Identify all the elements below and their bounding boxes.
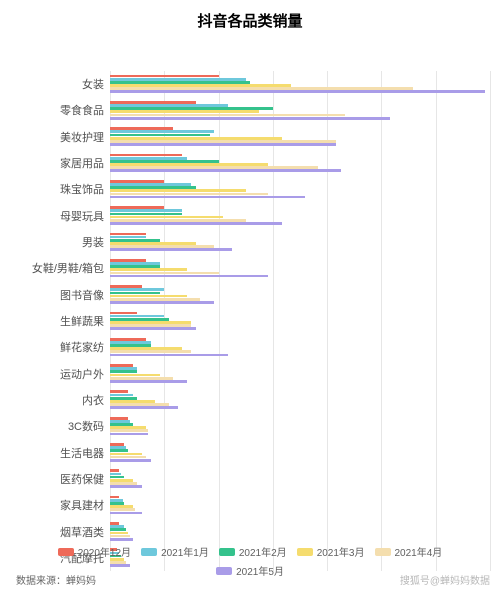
bar	[110, 169, 341, 172]
bar	[110, 512, 142, 515]
legend-label: 2021年4月	[395, 544, 443, 559]
category-label: 零食食品	[60, 102, 104, 118]
legend-label: 2021年5月	[236, 563, 284, 578]
legend-label: 2021年3月	[317, 544, 365, 559]
bar	[110, 406, 178, 409]
category-label: 3C数码	[68, 418, 104, 434]
legend-swatch	[297, 548, 313, 556]
legend-swatch	[216, 567, 232, 575]
category-row: 3C数码	[110, 413, 490, 439]
category-label: 家居用品	[60, 155, 104, 171]
category-row: 家具建材	[110, 492, 490, 518]
chart-container: 抖音各品类销量 女装零食食品美妆护理家居用品珠宝饰品母婴玩具男装女鞋/男鞋/箱包…	[0, 0, 500, 593]
category-label: 生鲜蔬果	[60, 313, 104, 329]
category-row: 运动户外	[110, 360, 490, 386]
category-row: 鲜花家纺	[110, 334, 490, 360]
category-label: 母婴玩具	[60, 208, 104, 224]
bar	[110, 433, 148, 436]
grid-line	[490, 71, 491, 571]
category-row: 生活电器	[110, 439, 490, 465]
category-row: 女鞋/男鞋/箱包	[110, 255, 490, 281]
plot-area: 女装零食食品美妆护理家居用品珠宝饰品母婴玩具男装女鞋/男鞋/箱包图书音像生鲜蔬果…	[110, 71, 490, 571]
legend-swatch	[141, 548, 157, 556]
bar	[110, 485, 142, 488]
legend-item: 2021年5月	[216, 563, 284, 578]
category-label: 内衣	[82, 392, 104, 408]
legend-label: 2021年1月	[161, 544, 209, 559]
category-label: 男装	[82, 234, 104, 250]
category-row: 美妆护理	[110, 124, 490, 150]
category-label: 医药保健	[60, 471, 104, 487]
category-label: 运动户外	[60, 366, 104, 382]
legend-item: 2021年4月	[375, 544, 443, 559]
bar	[110, 248, 232, 251]
legend-label: 2020年12月	[78, 544, 131, 559]
bar	[110, 90, 485, 93]
category-label: 生活电器	[60, 445, 104, 461]
category-label: 女鞋/男鞋/箱包	[32, 260, 104, 276]
bar	[110, 380, 187, 383]
category-label: 鲜花家纺	[60, 339, 104, 355]
category-label: 珠宝饰品	[60, 181, 104, 197]
category-label: 烟草酒类	[60, 524, 104, 540]
legend-item: 2020年12月	[58, 544, 131, 559]
category-row: 家居用品	[110, 150, 490, 176]
category-row: 图书音像	[110, 282, 490, 308]
category-row: 母婴玩具	[110, 203, 490, 229]
bar	[110, 143, 336, 146]
category-label: 美妆护理	[60, 129, 104, 145]
category-label: 图书音像	[60, 287, 104, 303]
legend-item: 2021年2月	[219, 544, 287, 559]
legend-item: 2021年3月	[297, 544, 365, 559]
legend-item: 2021年1月	[141, 544, 209, 559]
bar	[110, 459, 151, 462]
watermark-text: 搜狐号@蝉妈妈数据	[400, 572, 490, 587]
bar	[110, 222, 282, 225]
category-row: 内衣	[110, 387, 490, 413]
legend-swatch	[375, 548, 391, 556]
category-row: 零食食品	[110, 97, 490, 123]
category-row: 医药保健	[110, 466, 490, 492]
bar	[110, 354, 228, 357]
data-source-footer: 数据来源：蝉妈妈	[16, 572, 96, 587]
legend-swatch	[219, 548, 235, 556]
chart-title: 抖音各品类销量	[0, 0, 500, 37]
legend-swatch	[58, 548, 74, 556]
category-row: 男装	[110, 229, 490, 255]
bar	[110, 301, 214, 304]
category-row: 生鲜蔬果	[110, 308, 490, 334]
category-row: 女装	[110, 71, 490, 97]
legend-label: 2021年2月	[239, 544, 287, 559]
bar	[110, 327, 196, 330]
category-label: 家具建材	[60, 497, 104, 513]
bar	[110, 275, 268, 278]
bar	[110, 196, 305, 199]
category-label: 女装	[82, 76, 104, 92]
category-row: 珠宝饰品	[110, 176, 490, 202]
bar	[110, 117, 390, 120]
